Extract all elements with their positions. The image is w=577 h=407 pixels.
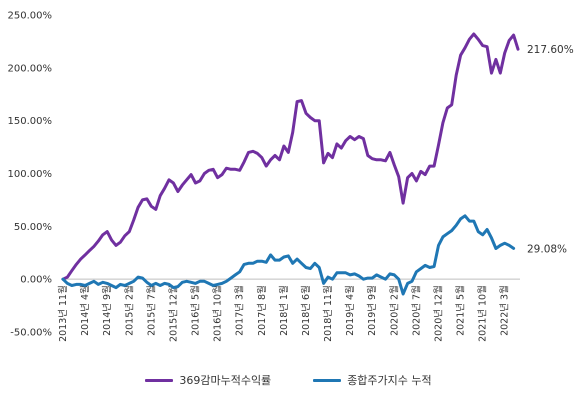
x-tick-label: 2014년 4월 <box>79 285 91 336</box>
x-tick-label: 2018년 1월 <box>278 285 290 336</box>
x-tick-label: 2017년 8월 <box>256 285 268 336</box>
x-tick-label: 2017년 3월 <box>234 285 246 336</box>
y-axis-ticks: 250.00% 200.00% 150.00% 100.00% 50.00% 0.00% -… <box>8 11 53 339</box>
x-tick-label: 2019년 9월 <box>366 285 378 336</box>
y-tick-label: 100.00% <box>8 169 53 180</box>
x-tick-label: 2015년 7월 <box>145 285 157 336</box>
y-tick-label: 50.00% <box>14 222 52 233</box>
series-lines <box>61 32 520 296</box>
y-tick-label: 200.00% <box>8 63 53 74</box>
x-tick-label: 2021년 5월 <box>455 285 467 336</box>
x-tick-label: 2021년 10월 <box>477 285 489 342</box>
legend: 369감마누적수익률 종합주가지수 누적 <box>0 372 577 388</box>
end-label-0: 217.60% <box>527 44 574 56</box>
legend-item-gamma: 369감마누적수익률 <box>145 372 271 388</box>
legend-label-gamma: 369감마누적수익률 <box>179 374 272 387</box>
legend-item-kospi: 종합주가지수 누적 <box>313 372 432 388</box>
x-tick-label: 2016년 5월 <box>190 285 202 336</box>
legend-label-kospi: 종합주가지수 누적 <box>347 374 432 387</box>
x-tick-label: 2020년 2월 <box>388 285 400 336</box>
y-tick-label: 150.00% <box>8 116 53 127</box>
y-tick-label: 250.00% <box>8 11 53 22</box>
x-tick-label: 2020년 12월 <box>432 285 444 342</box>
end-labels: 217.60% 29.08% <box>527 44 574 255</box>
x-tick-label: 2014년 9월 <box>101 285 113 336</box>
x-tick-label: 2013년 11월 <box>57 285 69 342</box>
y-tick-label: 0.00% <box>20 275 52 286</box>
legend-swatch-kospi <box>313 378 342 382</box>
series-line-0 <box>61 32 520 281</box>
legend-swatch-gamma <box>145 378 174 382</box>
series-line-1 <box>61 214 516 296</box>
end-label-1: 29.08% <box>527 243 567 255</box>
y-tick-label: -50.00% <box>10 328 52 339</box>
x-tick-label: 2022년 3월 <box>499 285 511 336</box>
x-axis-ticks: 2013년 11월 2014년 4월 2014년 9월 2015년 2월 2015년 7… <box>57 285 511 342</box>
x-tick-label: 2020년 7월 <box>410 285 422 336</box>
x-tick-label: 2018년 6월 <box>300 285 312 336</box>
x-tick-label: 2019년 4월 <box>344 285 356 336</box>
x-tick-label: 2016년 10월 <box>212 285 224 342</box>
x-tick-label: 2015년 2월 <box>123 285 135 336</box>
x-tick-label: 2015년 12월 <box>167 285 179 342</box>
x-tick-label: 2018년 11월 <box>322 285 334 342</box>
